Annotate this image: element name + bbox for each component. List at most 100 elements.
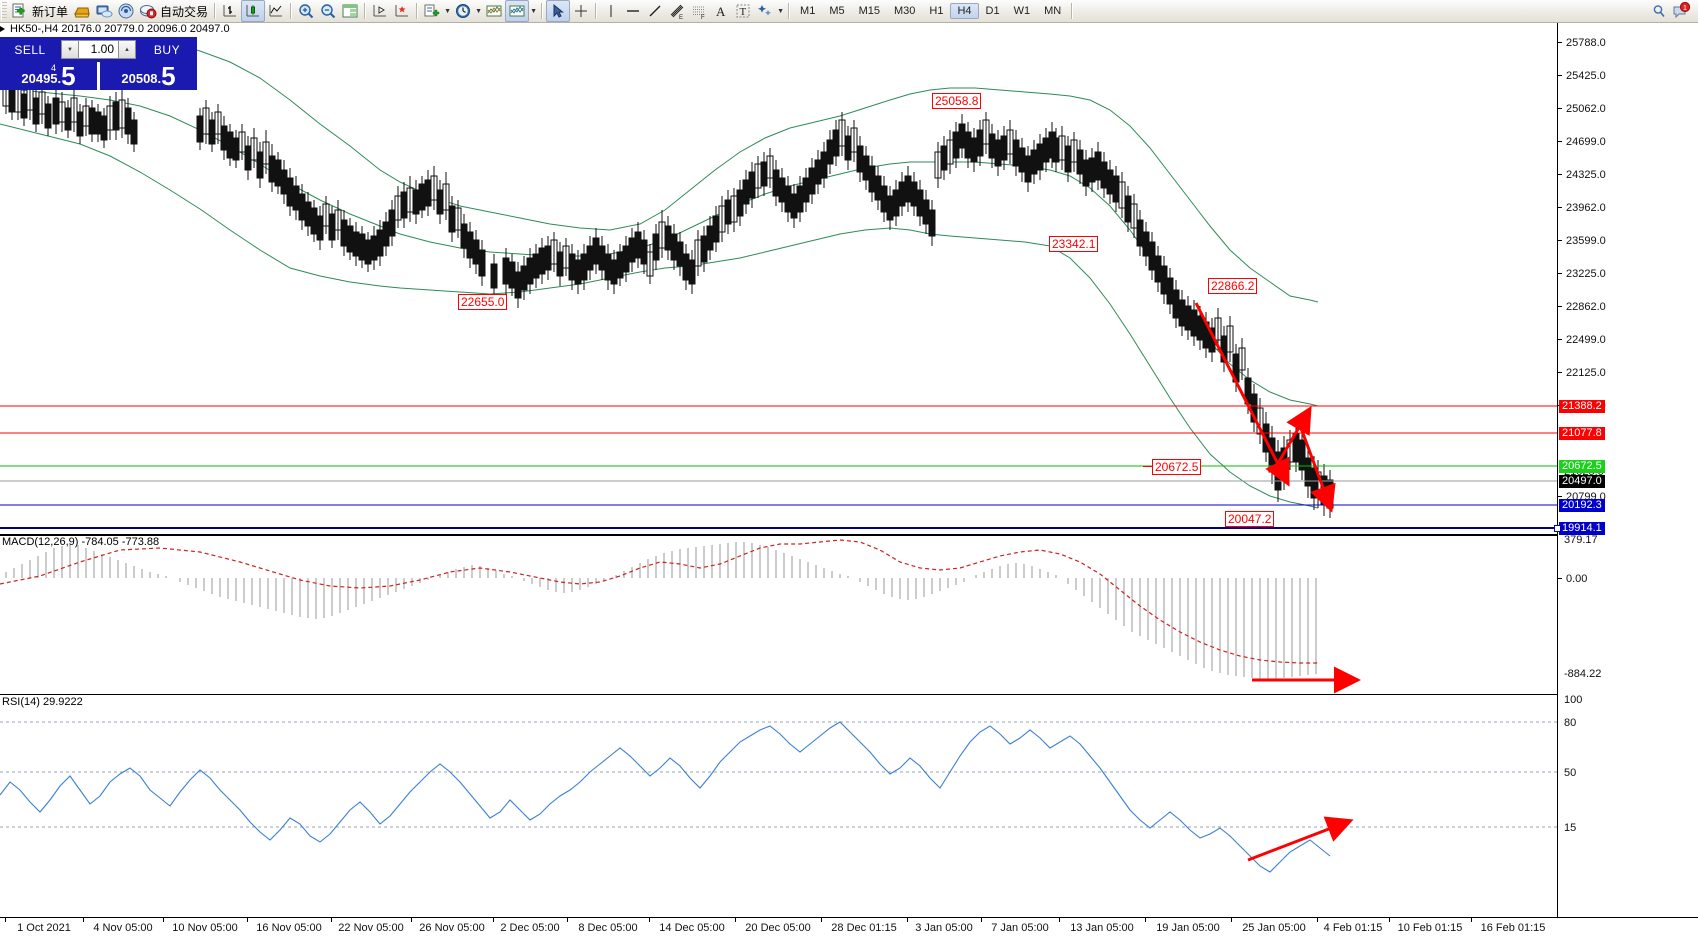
search-icon[interactable]	[1648, 1, 1670, 21]
price-tick: 23962.0	[1558, 202, 1698, 214]
blue-level-badge-1[interactable]: 20192.3	[1559, 499, 1605, 512]
toolbar-separator	[788, 3, 791, 19]
horizontal-line-icon[interactable]	[622, 1, 644, 21]
toolbar-separator	[364, 3, 367, 19]
fibonacci-icon[interactable]: F	[688, 1, 710, 21]
chevron-down-icon[interactable]: ▼	[530, 7, 537, 15]
shapes-icon[interactable]	[754, 1, 776, 21]
crosshair-icon[interactable]	[570, 1, 592, 21]
rsi-tick-label: 15	[1564, 822, 1577, 834]
blue-level-badge-2-text: 19914.1	[1562, 522, 1602, 534]
time-label: 16 Nov 05:00	[256, 922, 322, 934]
toolbar-grip[interactable]	[1, 2, 7, 20]
price-tick: 25062.0	[1558, 103, 1698, 115]
volume-stepper[interactable]: ▼ 1.00 ▲	[61, 40, 136, 59]
price-tick-label: 23962.0	[1566, 202, 1606, 214]
chevron-down-icon[interactable]: ▼	[777, 7, 784, 15]
sell-price-integer: 20495	[21, 71, 58, 86]
new-order-icon[interactable]	[9, 1, 31, 21]
time-label: 4 Nov 05:00	[93, 922, 153, 934]
templates-active-icon[interactable]	[505, 0, 530, 22]
oct-price-row: 20495 . 5 20508 . 5	[0, 62, 197, 90]
selection-handle[interactable]	[1554, 525, 1561, 532]
notifications-icon[interactable]: 1	[1670, 1, 1692, 21]
volume-increase-button[interactable]: ▲	[118, 40, 136, 59]
sell-price[interactable]: 20495 . 5	[0, 62, 97, 90]
svg-text:T: T	[740, 6, 747, 18]
volume-decrease-button[interactable]: ▼	[61, 40, 79, 59]
collapse-triangle-icon[interactable]	[0, 26, 5, 32]
trendline-icon[interactable]	[644, 1, 666, 21]
svg-text:F: F	[701, 15, 705, 20]
chevron-down-icon[interactable]: ▼	[475, 7, 482, 15]
buy-button[interactable]: BUY	[153, 42, 181, 57]
tab-timeframe-h1[interactable]: H1	[929, 5, 944, 17]
gold-bar-icon[interactable]	[71, 1, 93, 21]
swing-high-label-23342[interactable]: 23342.1	[1049, 236, 1099, 252]
one-click-trading-panel: SELL ▼ 1.00 ▲ BUY 20495 . 5 20508 . 5 4	[0, 37, 197, 90]
zoom-in-icon[interactable]	[295, 1, 317, 21]
swing-low-label-20047[interactable]: 20047.2	[1225, 511, 1275, 527]
auto-scroll-icon[interactable]	[391, 1, 413, 21]
swing-high-label-25058[interactable]: 25058.8	[932, 93, 982, 109]
cloud-terminal-icon[interactable]	[93, 1, 115, 21]
swing-low-label-22655[interactable]: 22655.0	[458, 294, 508, 310]
price-divider	[97, 62, 100, 90]
equidistant-channel-icon[interactable]: E	[666, 1, 688, 21]
candlestick-chart-icon[interactable]	[241, 0, 266, 22]
last-price-badge[interactable]: 20497.0	[1559, 475, 1605, 488]
price-tick-label: 22862.0	[1566, 301, 1606, 313]
price-tick: 23225.0	[1558, 268, 1698, 280]
bar-chart-icon[interactable]	[219, 1, 241, 21]
auto-trading-label[interactable]: 自动交易	[160, 4, 209, 19]
auto-trading-icon[interactable]	[137, 1, 159, 21]
sell-button[interactable]: SELL	[14, 42, 46, 57]
toolbar-separator	[541, 3, 544, 19]
symbol-info-header: HK50-,H4 20176.0 20779.0 20096.0 20497.0	[0, 23, 230, 37]
text-icon[interactable]: A	[710, 1, 732, 21]
new-order-label[interactable]: 新订单	[32, 4, 69, 19]
price-scale[interactable]: 25788.0 25425.0 25062.0 24699.0 24325.0 …	[1554, 23, 1698, 917]
resistance-level-badge-1[interactable]: 21388.2	[1559, 400, 1605, 413]
resistance-level-badge-2[interactable]: 21077.8	[1559, 427, 1605, 440]
tab-timeframe-h4[interactable]: H4	[950, 3, 979, 19]
toolbar-separator	[214, 3, 217, 19]
tab-timeframe-m15[interactable]: M15	[858, 5, 880, 17]
buy-price-integer: 20508	[121, 71, 158, 86]
time-label: 4 Feb 01:15	[1323, 922, 1383, 934]
signal-icon[interactable]	[115, 1, 137, 21]
time-scale[interactable]: 1 Oct 2021 4 Nov 05:00 10 Nov 05:00 16 N…	[0, 917, 1698, 941]
macd-pane-divider	[0, 534, 1557, 536]
vertical-line-icon[interactable]	[600, 1, 622, 21]
rsi-pane-divider	[0, 694, 1557, 695]
tab-timeframe-mn[interactable]: MN	[1044, 5, 1062, 17]
time-label: 13 Jan 05:00	[1070, 922, 1134, 934]
support-label-20672[interactable]: 20672.5	[1152, 459, 1202, 475]
blue-level-badge-2[interactable]: 19914.1	[1554, 522, 1605, 535]
tab-timeframe-m5[interactable]: M5	[829, 5, 845, 17]
templates-icon[interactable]	[483, 1, 505, 21]
time-label: 8 Dec 05:00	[578, 922, 638, 934]
period-icon[interactable]	[452, 1, 474, 21]
volume-input[interactable]: 1.00	[79, 40, 118, 59]
add-indicator-icon[interactable]	[421, 1, 443, 21]
chevron-down-icon[interactable]: ▼	[444, 7, 451, 15]
rsi-arrow	[1247, 816, 1354, 862]
swing-high-label-22866[interactable]: 22866.2	[1208, 278, 1258, 294]
buy-price[interactable]: 20508 . 5	[100, 62, 197, 90]
cursor-icon[interactable]	[546, 0, 571, 22]
symbol-ohlc-text: HK50-,H4 20176.0 20779.0 20096.0 20497.0	[10, 23, 230, 35]
tab-timeframe-m1[interactable]: M1	[800, 5, 816, 17]
tab-timeframe-w1[interactable]: W1	[1013, 5, 1031, 17]
shift-end-icon[interactable]	[369, 1, 391, 21]
data-window-icon[interactable]	[339, 1, 361, 21]
tab-timeframe-d1[interactable]: D1	[985, 5, 1000, 17]
price-tick-label: 25788.0	[1566, 37, 1606, 49]
zoom-out-icon[interactable]	[317, 1, 339, 21]
label-icon[interactable]: T	[732, 1, 754, 21]
macd-tick: 0.00	[1558, 573, 1698, 585]
support-level-badge[interactable]: 20672.5	[1559, 460, 1605, 473]
price-tick-label: 23599.0	[1566, 235, 1606, 247]
tab-timeframe-m30[interactable]: M30	[894, 5, 916, 17]
line-chart-icon[interactable]	[265, 1, 287, 21]
